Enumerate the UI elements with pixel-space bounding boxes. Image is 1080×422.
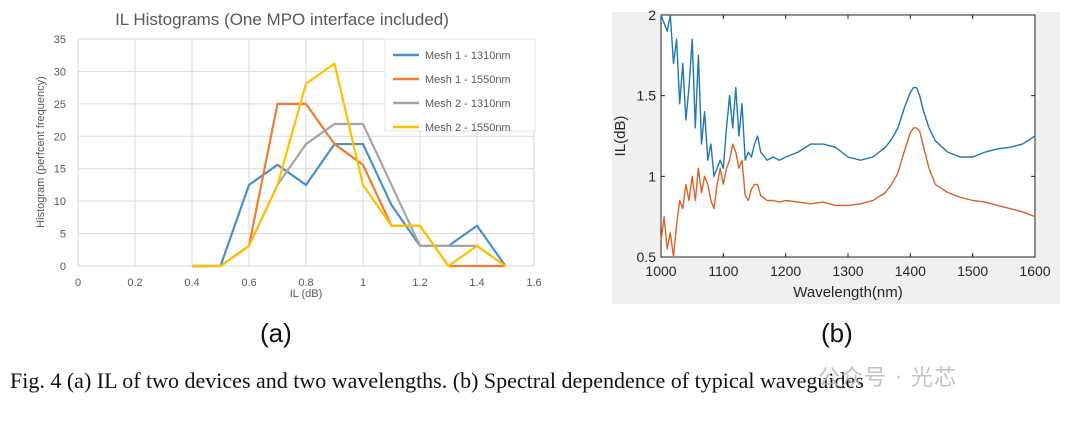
- series-line-1: [192, 142, 507, 268]
- x-tick-label: 0.8: [298, 277, 313, 289]
- x-tick-label: 0.6: [241, 277, 256, 289]
- chart-a-x-axis-label: IL (dB): [290, 288, 323, 300]
- x-tick-label: 0.4: [184, 277, 199, 289]
- y-tick-label: 5: [60, 229, 66, 241]
- watermark-text: 公众号 · 光芯: [818, 366, 957, 391]
- legend-label-1: Mesh 1 - 1310nm: [425, 50, 511, 62]
- series-line-4: [192, 62, 507, 268]
- y-tick-label: 2: [648, 7, 656, 23]
- y-tick-label: 10: [54, 196, 66, 208]
- chart-a: 0 0.2 0.4 0.6 0.8 1 1.2 1.4 1.6 0 5 10 15 20 25 30 35 IL …: [0, 0, 560, 300]
- chart-b-x-axis-label: Wavelength(nm): [793, 284, 902, 301]
- x-tick-label: 1600: [1019, 263, 1050, 279]
- x-tick-label: 0.2: [127, 277, 142, 289]
- legend-label-3: Mesh 2 - 1310nm: [425, 98, 511, 110]
- spectrum-line-1: [660, 14, 1036, 178]
- x-tick-label: 1.2: [412, 277, 427, 289]
- x-tick-label: 1.4: [469, 277, 484, 289]
- y-tick-label: 25: [54, 99, 66, 111]
- y-tick-label: 30: [54, 66, 66, 78]
- chart-a-y-axis-label: Histogram (perfcent frequency): [35, 76, 47, 228]
- x-tick-label: 1: [360, 277, 366, 289]
- y-tick-label: 35: [54, 34, 66, 46]
- y-tick-label: 15: [54, 164, 66, 176]
- figure-caption: Fig. 4 (a) IL of two devices and two wav…: [10, 368, 864, 393]
- x-tick-label: 1100: [708, 263, 738, 279]
- x-tick-label: 1200: [770, 263, 801, 279]
- chart-b-y-axis-label: IL(dB): [612, 116, 629, 157]
- y-tick-label: 0.5: [637, 249, 657, 265]
- x-tick-label: 1500: [957, 263, 988, 279]
- y-tick-label: 0: [60, 261, 66, 273]
- x-tick-label: 1400: [895, 263, 926, 279]
- chart-a-title: IL Histograms (One MPO interface include…: [115, 10, 449, 29]
- x-tick-label: 1300: [832, 263, 863, 279]
- x-tick-label: 1000: [645, 263, 676, 279]
- y-tick-label: 1: [648, 168, 656, 184]
- spectrum-line-2: [660, 127, 1036, 258]
- panel-label-a: (a): [260, 318, 292, 348]
- legend-label-2: Mesh 1 - 1550nm: [425, 74, 511, 86]
- x-tick-label: 0: [75, 277, 81, 289]
- x-tick-label: 1.6: [526, 277, 541, 289]
- panel-label-b: (b): [821, 318, 853, 348]
- legend-label-4: Mesh 2 - 1550nm: [425, 122, 511, 134]
- y-tick-label: 1.5: [637, 88, 657, 104]
- y-tick-label: 20: [54, 131, 66, 143]
- chart-b-plot-area: [660, 14, 1036, 258]
- chart-b: 1000 1100 1200 1300 1400 1500 1600 0.5 1 1.5 2 Wave…: [612, 7, 1060, 304]
